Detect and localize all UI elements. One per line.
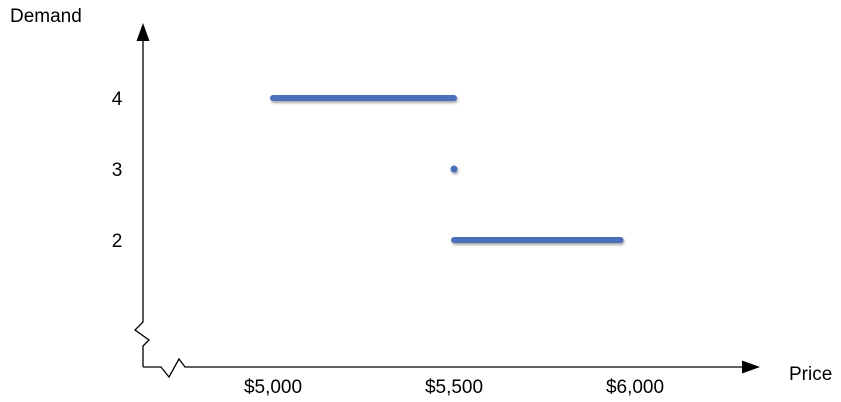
x-tick-label: $6,000 [606, 377, 664, 398]
x-axis-title: Price [789, 364, 832, 385]
x-tick-label: $5,000 [244, 377, 302, 398]
y-axis-arrow [136, 23, 150, 41]
x-axis-line [143, 357, 744, 379]
x-tick-labels: $5,000 $5,500 $6,000 [244, 377, 664, 398]
x-tick-label: $5,500 [425, 377, 483, 398]
y-tick-labels: 2 3 4 [112, 89, 123, 252]
y-tick-label: 4 [112, 89, 123, 110]
y-tick-label: 2 [112, 231, 123, 252]
y-tick-label: 3 [112, 160, 123, 181]
y-axis-title: Demand [10, 6, 82, 27]
y-axis-line [133, 40, 151, 367]
axes [133, 23, 760, 379]
demand-point [450, 165, 458, 173]
series-marks [270, 95, 624, 243]
x-axis-arrow [742, 360, 760, 374]
